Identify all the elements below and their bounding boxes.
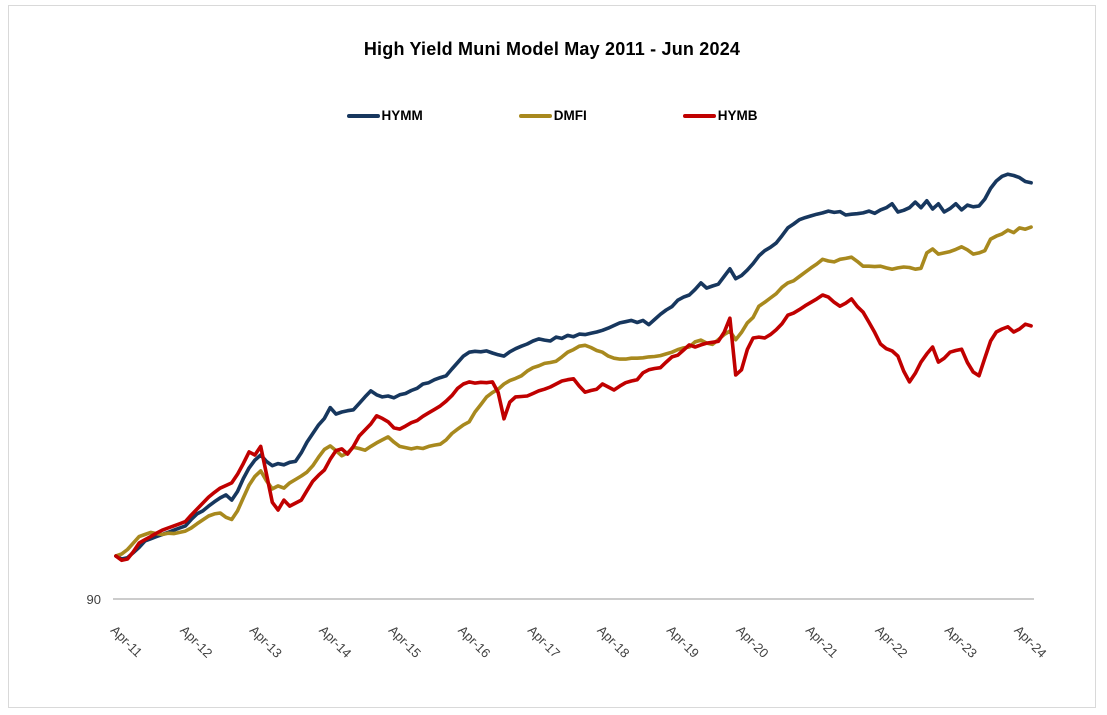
x-tick-label: Apr-24 — [1011, 623, 1049, 661]
series-line-hymb — [114, 293, 1033, 563]
x-tick-label: Apr-22 — [872, 623, 910, 661]
x-tick-label: Apr-20 — [733, 623, 771, 661]
x-tick-label: Apr-17 — [525, 623, 563, 661]
chart-title: High Yield Muni Model May 2011 - Jun 202… — [363, 39, 741, 59]
x-tick-label: Apr-16 — [455, 623, 493, 661]
x-tick-label: Apr-21 — [803, 623, 841, 661]
x-tick-label: Apr-19 — [664, 623, 702, 661]
series-line-hymm — [114, 172, 1033, 561]
legend-item-hymb[interactable]: HYMB — [682, 108, 758, 123]
legend-label-dmfi: DMFI — [553, 108, 587, 123]
x-tick-label: Apr-18 — [594, 623, 632, 661]
x-tick-label: Apr-12 — [177, 623, 215, 661]
x-tick-label: Apr-13 — [247, 623, 285, 661]
legend-swatch-hymm-icon — [346, 113, 380, 118]
x-tick-label: Apr-11 — [108, 623, 146, 661]
chart-legend: HYMM DMFI HYMB — [9, 108, 1095, 123]
y-axis-tick-label-90: 90 — [87, 592, 101, 607]
legend-item-dmfi[interactable]: DMFI — [518, 108, 587, 123]
legend-label-hymm: HYMM — [381, 108, 423, 123]
legend-swatch-dmfi-icon — [518, 113, 552, 118]
legend-item-hymm[interactable]: HYMM — [346, 108, 423, 123]
x-tick-label: Apr-14 — [316, 623, 354, 661]
series-line-dmfi — [114, 225, 1033, 558]
legend-label-hymb: HYMB — [717, 108, 758, 123]
chart-frame[interactable]: High Yield Muni Model May 2011 - Jun 202… — [8, 5, 1096, 708]
x-tick-label: Apr-23 — [942, 623, 980, 661]
x-tick-label: Apr-15 — [386, 623, 424, 661]
legend-swatch-hymb-icon — [682, 113, 716, 118]
